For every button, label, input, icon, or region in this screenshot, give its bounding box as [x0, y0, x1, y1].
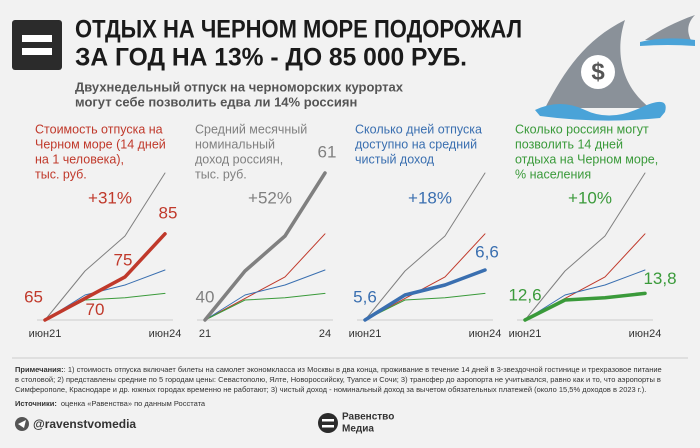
notes-label: Примечания:: [15, 365, 64, 374]
value-label: 6,6: [475, 242, 499, 261]
x-tick-label: июн21: [29, 328, 62, 340]
notes-line: : 1) стоимость отпуска включает билеты н…: [64, 365, 662, 374]
dollar-icon: $: [591, 58, 605, 85]
value-label: 5,6: [353, 287, 377, 306]
panel-title: Средний месячный: [195, 122, 307, 136]
sources-label: Источники:: [15, 399, 57, 408]
context-line: [204, 269, 326, 321]
panel-title: позволить 14 дней: [515, 137, 623, 151]
context-line: [204, 292, 326, 321]
data-line: [363, 268, 487, 322]
context-line: [524, 172, 646, 321]
value-label: 13,8: [643, 269, 676, 288]
data-line: [43, 232, 167, 322]
data-line: [203, 171, 327, 322]
context-line: [44, 172, 166, 321]
brand: Медиа: [342, 424, 374, 435]
x-tick-label: июн21: [509, 328, 542, 340]
panel-title: Черном море (14 дней: [35, 137, 166, 151]
wave: [535, 101, 666, 121]
panel-title: доход россиян,: [195, 152, 283, 166]
brand-logo-bar: [322, 419, 334, 422]
coin: [581, 55, 615, 89]
panel-title: Сколько дней отпуска: [355, 122, 482, 136]
annotation: +31%: [88, 188, 132, 207]
notes-line: в столовой; 2) представлены средние по 5…: [15, 375, 661, 384]
x-tick-label: июн24: [469, 328, 502, 340]
subtitle: Двухнедельный отпуск на черноморских кур…: [75, 79, 404, 94]
annotation: +18%: [408, 188, 452, 207]
logo-bar: [22, 35, 52, 42]
brand-logo: [318, 413, 338, 433]
panel-title: Сколько россиян могут: [515, 122, 649, 136]
panel-title: Стоимость отпуска на: [35, 122, 163, 136]
shark-fin: [645, 15, 695, 42]
x-tick-label: 21: [199, 328, 211, 340]
panel-title: тыс. руб.: [35, 167, 87, 181]
logo: [12, 20, 62, 70]
annotation: +10%: [568, 188, 612, 207]
panel-title: доступно на средний: [355, 137, 477, 151]
data-line: [523, 291, 647, 322]
value-label: 40: [196, 287, 215, 306]
value-label: 65: [24, 287, 43, 306]
value-label: 75: [114, 250, 133, 269]
notes-line: Симферополе, Краснодаре и др. южных горо…: [15, 385, 646, 394]
panel-title: % населения: [515, 167, 591, 181]
value-label: 12,6: [508, 285, 541, 304]
context-line: [524, 269, 646, 321]
handle[interactable]: @ravenstvomedia: [33, 417, 136, 431]
panel-title: чистый доход: [355, 152, 435, 166]
x-tick-label: июн24: [629, 328, 662, 340]
shark-illustration: $: [535, 15, 695, 121]
context-line: [364, 172, 486, 321]
x-tick-label: июн24: [149, 328, 182, 340]
x-tick-label: июн21: [349, 328, 382, 340]
annotation: +52%: [248, 188, 292, 207]
context-line: [364, 292, 486, 321]
value-label: 70: [86, 300, 105, 319]
telegram-plane: [18, 420, 26, 428]
panel-title: на 1 человека),: [35, 152, 124, 166]
value-label: 61: [318, 142, 337, 161]
title: ОТДЫХ НА ЧЕРНОМ МОРЕ ПОДОРОЖАЛ: [75, 16, 522, 44]
sources-text: оценка «Равенства» по данным Росстата: [61, 399, 206, 408]
title: ЗА ГОД НА 13% - ДО 85 000 РУБ.: [75, 44, 467, 72]
brand: Равенство: [342, 412, 394, 423]
context-line: [204, 233, 326, 321]
brand-logo-bar: [322, 425, 334, 428]
panel-title: номинальный: [195, 137, 275, 151]
x-tick-label: 24: [319, 328, 331, 340]
sources: Источники: оценка «Равенства» по данным Р…: [15, 399, 206, 408]
logo-bar: [22, 48, 52, 55]
value-label: 85: [159, 203, 178, 222]
wave: [640, 38, 695, 46]
panel-title: тыс. руб.: [195, 167, 247, 181]
panel-title: отдыха на Черном море,: [515, 152, 658, 166]
subtitle: могут себе позволить едва ли 14% россиян: [75, 94, 357, 109]
notes: Примечания:: 1) стоимость отпуска включа…: [15, 365, 662, 374]
